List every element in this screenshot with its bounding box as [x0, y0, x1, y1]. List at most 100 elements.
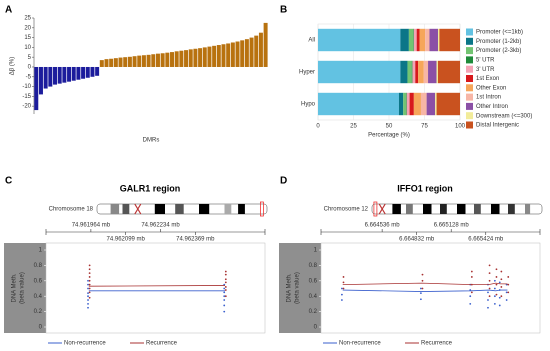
bar-segment	[420, 92, 427, 116]
bar	[188, 49, 193, 67]
x-tick-label: 50	[386, 124, 393, 130]
y-tick-label: 25	[24, 16, 31, 22]
bar	[155, 53, 160, 67]
data-point	[495, 276, 498, 278]
legend-swatch	[466, 37, 473, 45]
bar	[81, 66, 86, 79]
data-point	[469, 303, 472, 305]
panel-letter: A	[5, 5, 12, 16]
data-point	[223, 287, 226, 290]
y-axis-label: DNA Meth.	[12, 273, 18, 302]
x-tick-label: 75	[421, 124, 428, 130]
bar	[230, 42, 235, 67]
bar	[160, 53, 165, 67]
legend-label: Other Exon	[476, 85, 506, 91]
bar	[34, 66, 39, 111]
bar	[170, 52, 174, 67]
panel-letter: D	[280, 176, 287, 187]
y-tick-label: 10	[24, 45, 31, 51]
y-tick-label: 1	[314, 248, 318, 254]
y-tick-label: 0.2	[34, 309, 43, 315]
x-tick-label: 74.961964 mb	[72, 223, 111, 229]
data-point	[470, 270, 473, 273]
data-point	[88, 268, 91, 271]
bar-segment	[436, 92, 460, 116]
data-point	[505, 299, 508, 301]
data-point	[498, 296, 501, 299]
bar	[184, 50, 189, 67]
y-axis-label: (beta value)	[295, 272, 301, 304]
data-point	[88, 279, 91, 282]
bar-segment	[439, 28, 460, 52]
legend-label: Promoter (<=1kb)	[476, 30, 523, 36]
y-tick-label: 0.8	[309, 263, 318, 269]
bar	[141, 55, 146, 67]
data-point	[493, 287, 496, 290]
legend-label: 5' UTR	[476, 57, 495, 63]
bar-segment	[429, 28, 438, 52]
bar	[127, 56, 132, 67]
data-point	[488, 287, 491, 290]
data-point	[488, 295, 491, 298]
data-point	[493, 303, 496, 305]
legend-label: Other Intron	[476, 104, 508, 110]
bar	[212, 45, 217, 67]
data-point	[500, 295, 503, 298]
data-point	[507, 283, 510, 286]
bar	[146, 54, 151, 67]
ideogram-band	[525, 204, 531, 214]
bar-segment	[408, 28, 414, 52]
y-tick-label: -20	[22, 104, 31, 110]
y-tick-label: 1	[39, 248, 43, 254]
bar	[123, 57, 128, 67]
legend-swatch	[466, 102, 473, 110]
bar-segment	[318, 60, 401, 84]
data-point	[224, 295, 227, 298]
data-point	[342, 281, 345, 284]
bar	[71, 66, 76, 81]
bar-segment	[415, 60, 419, 84]
x-tick-label: 100	[455, 124, 466, 130]
legend-label: 3' UTR	[476, 67, 495, 73]
data-point	[224, 278, 227, 281]
legend-swatch	[466, 84, 473, 92]
data-point	[342, 276, 345, 278]
bar	[165, 52, 170, 67]
y-tick-label: Hyper	[299, 70, 315, 76]
track-frame	[45, 242, 266, 334]
bar	[174, 51, 179, 67]
y-tick-label: 0.4	[34, 294, 43, 300]
ideogram-band	[440, 204, 447, 214]
ideogram-band	[224, 204, 232, 214]
x-tick-label: 0	[316, 124, 320, 130]
bar-segment	[412, 60, 416, 84]
x-tick-label: 74.962234 mb	[141, 223, 180, 229]
data-point	[88, 291, 91, 294]
legend-label: Promoter (2-3kb)	[476, 48, 521, 54]
bar	[113, 58, 118, 67]
ideogram-band	[423, 204, 432, 214]
bar	[118, 57, 123, 67]
panel-letter: C	[5, 176, 12, 187]
data-point	[487, 306, 489, 309]
bar	[132, 56, 137, 67]
data-point	[87, 306, 89, 309]
y-tick-label: 0.8	[34, 263, 43, 269]
track-frame	[320, 242, 541, 334]
y-tick-label: -15	[22, 94, 31, 100]
bar-segment	[437, 28, 440, 52]
ideogram-band	[122, 204, 130, 214]
ideogram-band	[508, 204, 515, 214]
bar-segment	[400, 60, 408, 84]
legend-label: 1st Exon	[476, 76, 499, 82]
ideogram-band	[457, 204, 466, 214]
data-point	[498, 304, 501, 307]
data-point	[341, 299, 343, 301]
data-point	[488, 279, 491, 282]
bar-segment	[318, 92, 399, 116]
data-point	[419, 287, 422, 290]
data-point	[495, 283, 498, 286]
bar-segment	[413, 28, 417, 52]
x-tick-label: 6.665424 mb	[468, 237, 504, 243]
